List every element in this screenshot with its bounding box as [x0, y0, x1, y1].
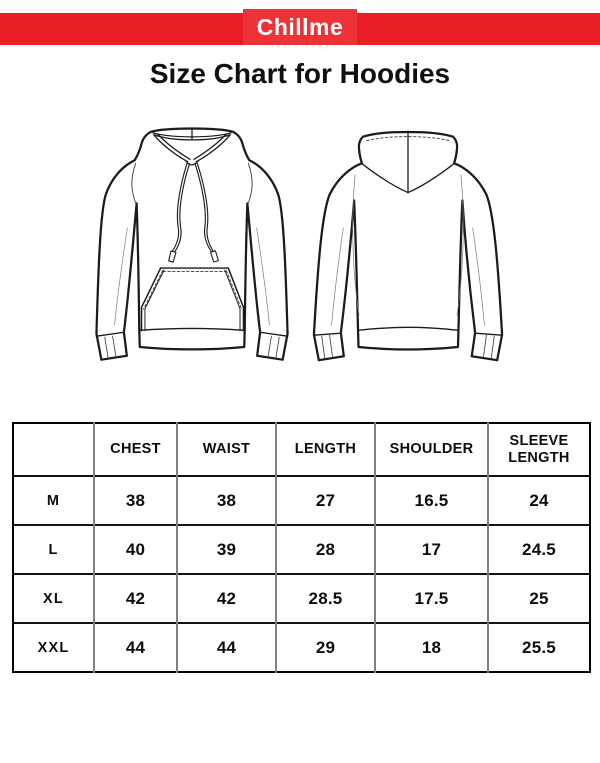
- length-value: 28.5: [275, 573, 375, 623]
- shoulder-value: 17.5: [374, 573, 488, 623]
- size-chart-page: Chillme Size Chart for Hoodies: [0, 9, 600, 763]
- size-row-xl: XL 42 42 28.5 17.5 25: [13, 573, 590, 623]
- column-header-waist: WAIST: [176, 423, 276, 476]
- column-header-size: [13, 423, 94, 476]
- column-header-shoulder: SHOULDER: [374, 423, 488, 476]
- chest-value: 40: [93, 524, 177, 574]
- page-title: Size Chart for Hoodies: [149, 58, 451, 89]
- size-label: XL: [13, 573, 94, 623]
- brand-banner: Chillme: [0, 9, 600, 45]
- brand-logo: Chillme: [242, 9, 358, 45]
- length-value: 29: [275, 622, 375, 672]
- sleeve-value: 24.5: [487, 524, 590, 574]
- length-value: 28: [275, 524, 375, 574]
- waist-value: 38: [176, 475, 276, 525]
- column-header-sleeve-length: SLEEVE LENGTH: [487, 423, 590, 476]
- waist-value: 44: [176, 622, 276, 672]
- chest-value: 42: [93, 573, 177, 623]
- sleeve-value: 25: [487, 573, 590, 623]
- shoulder-value: 17: [374, 524, 488, 574]
- shoulder-value: 16.5: [374, 475, 488, 525]
- hoodie-illustrations: [0, 124, 600, 374]
- sleeve-value: 24: [487, 475, 590, 525]
- column-header-length: LENGTH: [275, 423, 375, 476]
- size-label: XXL: [13, 622, 94, 672]
- chest-value: 44: [93, 622, 177, 672]
- hoodie-front-illustration: [95, 127, 289, 361]
- chest-value: 38: [93, 475, 177, 525]
- hoodie-back-illustration: [312, 130, 504, 362]
- size-row-xxl: XXL 44 44 29 18 25.5: [13, 622, 590, 672]
- waist-value: 42: [176, 573, 276, 623]
- header-row: CHEST WAIST LENGTH SHOULDER SLEEVE LENGT…: [13, 423, 590, 476]
- size-chart-table: CHEST WAIST LENGTH SHOULDER SLEEVE LENGT…: [12, 422, 591, 673]
- size-label: L: [13, 524, 94, 574]
- shoulder-value: 18: [374, 622, 488, 672]
- size-label: M: [13, 475, 94, 525]
- column-header-chest: CHEST: [93, 423, 177, 476]
- length-value: 27: [275, 475, 375, 525]
- sleeve-value: 25.5: [487, 622, 590, 672]
- size-row-m: M 38 38 27 16.5 24: [13, 475, 590, 525]
- waist-value: 39: [176, 524, 276, 574]
- size-row-l: L 40 39 28 17 24.5: [13, 524, 590, 574]
